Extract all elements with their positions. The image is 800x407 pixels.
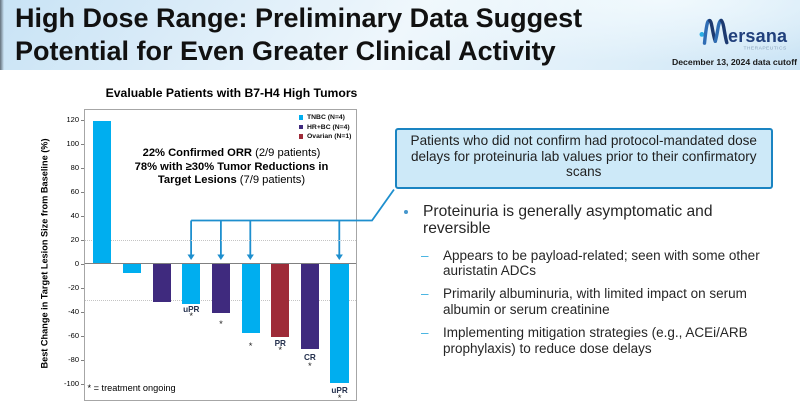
svg-text:THERAPEUTICS: THERAPEUTICS <box>744 46 787 52</box>
svg-text:ersana: ersana <box>728 26 788 46</box>
